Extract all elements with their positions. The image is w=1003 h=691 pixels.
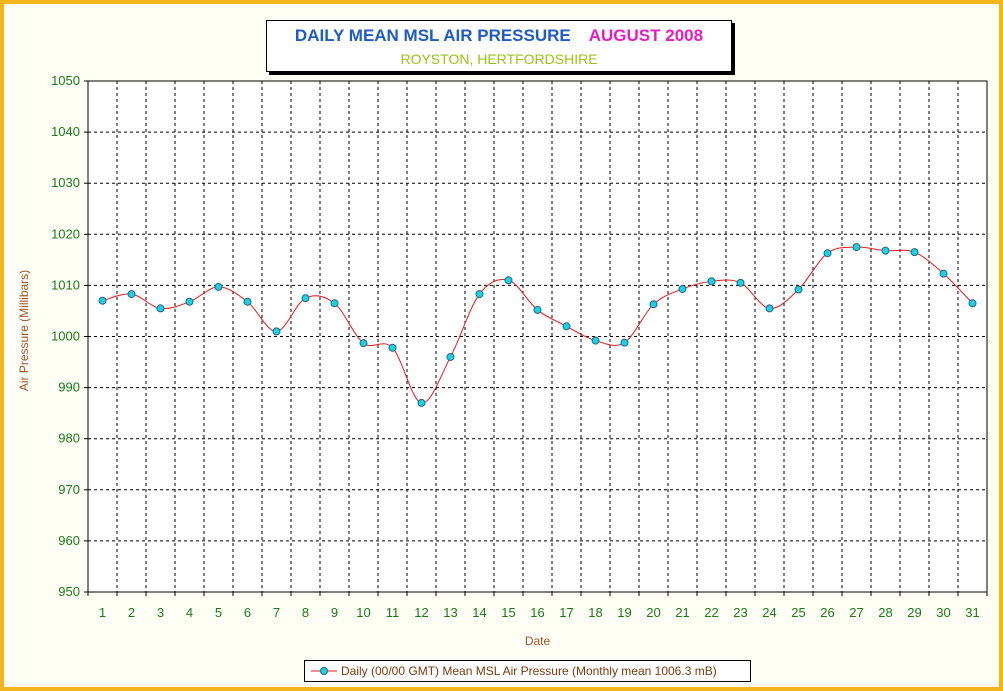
data-point — [910, 248, 919, 257]
data-point — [301, 294, 310, 303]
plot-area — [87, 80, 988, 593]
data-point — [881, 246, 890, 255]
data-point — [359, 339, 368, 348]
x-tick-label: 6 — [244, 605, 251, 620]
data-point — [968, 299, 977, 308]
chart-title: DAILY MEAN MSL AIR PRESSURE — [294, 26, 571, 45]
data-point — [823, 249, 832, 258]
data-point — [504, 276, 513, 285]
data-point — [852, 243, 861, 252]
data-point — [214, 282, 223, 291]
y-tick-label: 1020 — [51, 226, 80, 241]
x-tick-label: 14 — [472, 605, 486, 620]
data-point — [939, 269, 948, 278]
y-tick-label: 1010 — [51, 277, 80, 292]
data-point — [156, 304, 165, 313]
y-tick-label: 960 — [58, 533, 80, 548]
data-point — [562, 322, 571, 331]
data-point — [707, 277, 716, 286]
x-tick-label: 10 — [356, 605, 370, 620]
x-tick-label: 18 — [588, 605, 602, 620]
legend-line-icon — [311, 667, 337, 675]
x-tick-label: 23 — [733, 605, 747, 620]
x-tick-label: 13 — [443, 605, 457, 620]
x-tick-label: 1 — [99, 605, 106, 620]
x-tick-label: 17 — [559, 605, 573, 620]
x-tick-label: 25 — [791, 605, 805, 620]
data-point — [649, 300, 658, 309]
chart-subtitle: ROYSTON, HERTFORDSHIRE — [400, 51, 598, 67]
x-tick-label: 21 — [675, 605, 689, 620]
x-tick-label: 11 — [386, 605, 400, 620]
data-point — [591, 336, 600, 345]
y-tick-label: 990 — [58, 380, 80, 395]
data-point — [620, 338, 629, 347]
data-point — [388, 343, 397, 352]
x-tick-label: 20 — [646, 605, 660, 620]
data-point — [272, 327, 281, 336]
x-tick-label: 19 — [617, 605, 631, 620]
y-tick-label: 1050 — [51, 73, 80, 88]
x-tick-label: 27 — [849, 605, 863, 620]
legend: Daily (00/00 GMT) Mean MSL Air Pressure … — [304, 660, 751, 682]
x-tick-label: 16 — [530, 605, 544, 620]
y-tick-label: 1000 — [51, 329, 80, 344]
y-tick-label: 950 — [58, 584, 80, 599]
x-tick-label: 15 — [501, 605, 515, 620]
x-tick-label: 2 — [128, 605, 135, 620]
data-point — [330, 299, 339, 308]
data-point — [736, 278, 745, 287]
x-tick-label: 22 — [704, 605, 718, 620]
chart-title-box: DAILY MEAN MSL AIR PRESSURE AUGUST 2008 R… — [266, 20, 732, 72]
legend-label: Daily (00/00 GMT) Mean MSL Air Pressure … — [341, 664, 717, 678]
x-tick-label: 26 — [820, 605, 834, 620]
data-point — [98, 296, 107, 305]
data-point — [678, 284, 687, 293]
x-tick-label: 29 — [907, 605, 921, 620]
x-tick-label: 8 — [302, 605, 309, 620]
data-point — [533, 305, 542, 314]
y-tick-label: 1030 — [51, 175, 80, 190]
x-axis-label: Date — [525, 634, 551, 648]
x-tick-label: 24 — [762, 605, 776, 620]
x-tick-label: 12 — [414, 605, 428, 620]
x-tick-label: 31 — [965, 605, 979, 620]
y-tick-label: 970 — [58, 482, 80, 497]
y-axis-label: Air Pressure (Millibars) — [17, 270, 31, 391]
data-point — [765, 304, 774, 313]
x-tick-label: 4 — [186, 605, 193, 620]
x-tick-label: 30 — [936, 605, 950, 620]
data-point — [475, 290, 484, 299]
x-tick-label: 5 — [215, 605, 222, 620]
x-tick-label: 9 — [331, 605, 338, 620]
x-tick-label: 7 — [273, 605, 280, 620]
data-point — [127, 290, 136, 299]
chart-title-line: DAILY MEAN MSL AIR PRESSURE AUGUST 2008 — [267, 26, 731, 46]
data-point — [417, 398, 426, 407]
y-tick-label: 980 — [58, 431, 80, 446]
data-point — [794, 285, 803, 294]
y-tick-label: 1040 — [51, 124, 80, 139]
data-point — [243, 297, 252, 306]
chart-title-period: AUGUST 2008 — [588, 26, 704, 45]
data-point — [446, 352, 455, 361]
x-tick-label: 3 — [157, 605, 164, 620]
data-point — [185, 297, 194, 306]
x-tick-label: 28 — [878, 605, 892, 620]
